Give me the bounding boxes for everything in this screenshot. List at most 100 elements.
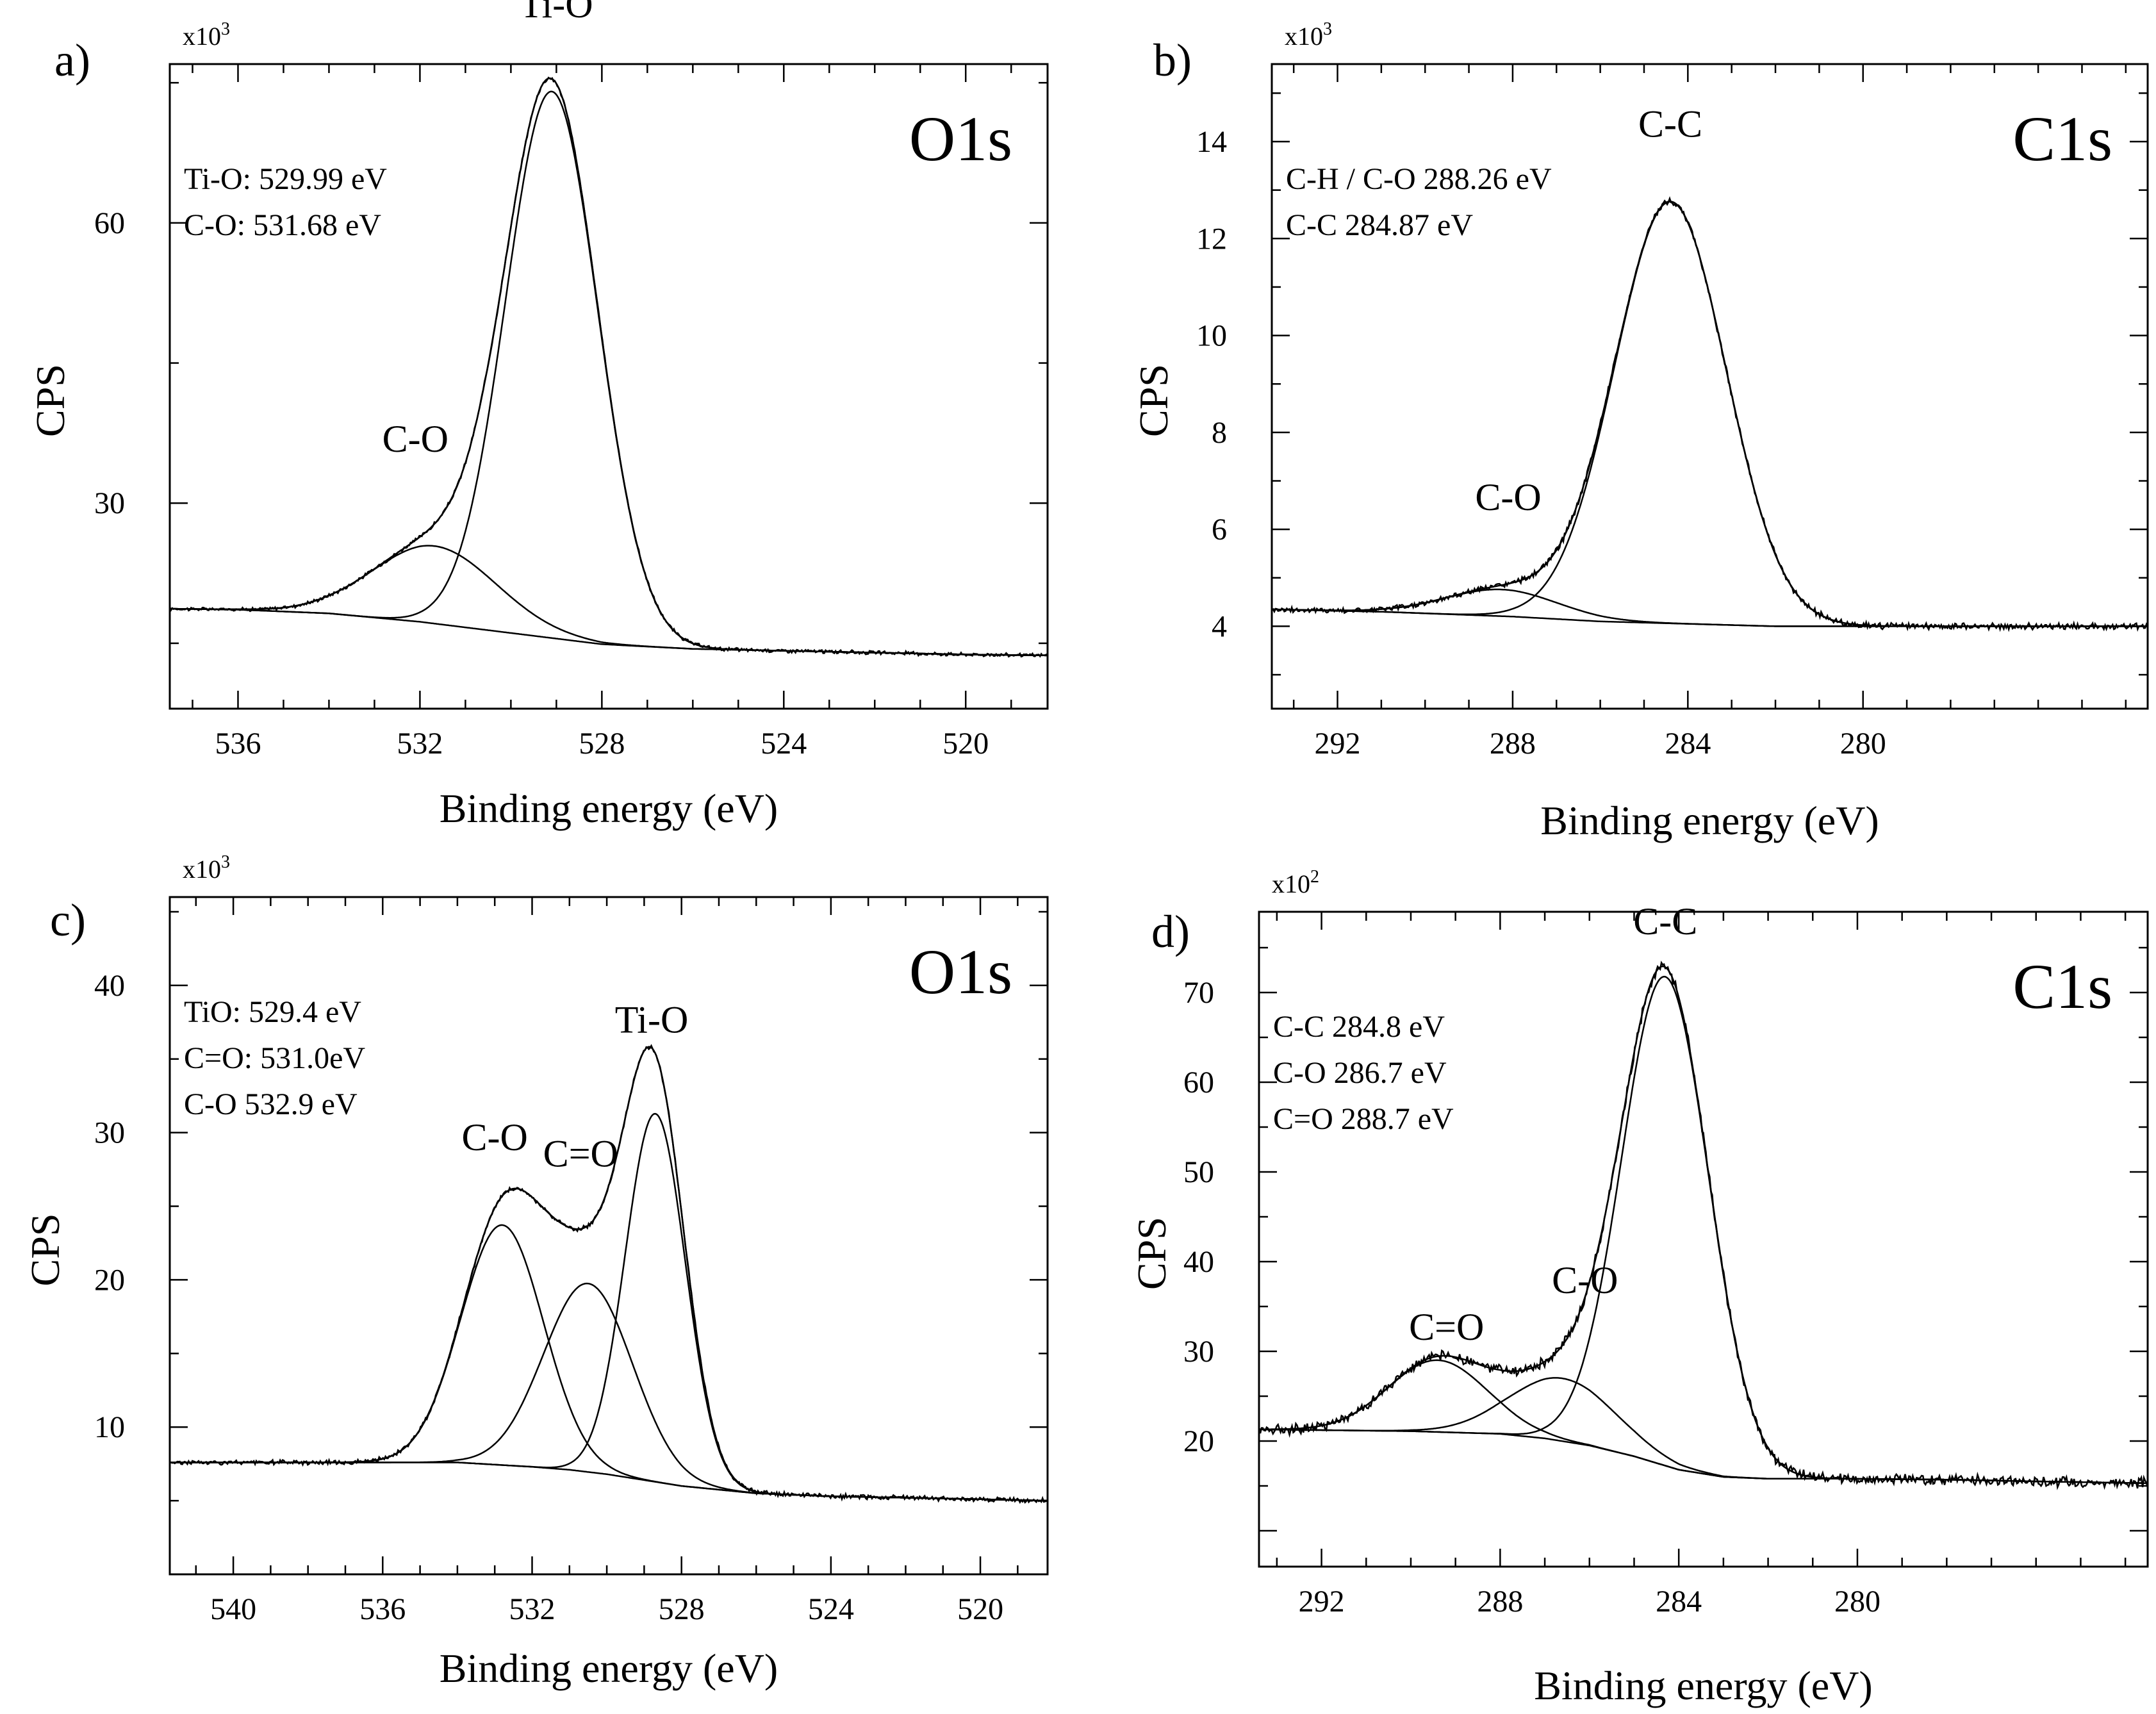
panel-title: O1s [909, 936, 1012, 1007]
multiplier-exponent: 3 [1323, 19, 1332, 39]
x-tick-label: 536 [359, 1592, 406, 1626]
fit-annotation: C-O 286.7 eV [1273, 1056, 1447, 1090]
x-tick-label: 532 [509, 1592, 555, 1626]
panel-d: 292 288 284 280 20 30 40 50 60 70 x102 Binding ener… [1129, 867, 2149, 1708]
y-tick-label: 8 [1212, 416, 1227, 450]
fit-annotation: C-O: 531.68 eV [184, 208, 381, 242]
y-tick-label: 20 [94, 1263, 125, 1297]
y-axis-label: CPS [22, 1214, 68, 1287]
measured-spectrum [170, 1044, 1048, 1504]
measured-spectrum [1259, 960, 2148, 1490]
x-tick-label: 292 [1299, 1585, 1345, 1619]
axis-multiplier: x103 [183, 19, 230, 51]
peak-label: C-O [383, 418, 448, 460]
panel-b: 292 288 284 280 4 6 8 10 12 14 x103 Binding energy … [1131, 19, 2149, 843]
peak-label: C=O [1409, 1306, 1484, 1348]
plot-frame [169, 896, 1049, 1576]
multiplier-base: x10 [183, 22, 221, 51]
x-tick-label: 524 [808, 1592, 854, 1626]
axis-multiplier: x103 [183, 852, 230, 884]
fit-annotation: C-H / C-O 288.26 eV [1286, 162, 1552, 196]
y-axis-label: CPS [1131, 364, 1176, 437]
y-tick-label: 12 [1196, 222, 1227, 256]
fit-annotation: C=O 288.7 eV [1273, 1102, 1454, 1136]
fit-annotation: TiO: 529.4 eV [184, 995, 361, 1029]
y-tick-label: 40 [1183, 1245, 1214, 1279]
x-tick-label: 540 [210, 1592, 256, 1626]
curve-group [1272, 196, 2148, 632]
x-tick-label: 532 [397, 727, 443, 761]
panel-title: O1s [909, 103, 1012, 174]
y-tick-label: 30 [94, 1116, 125, 1150]
x-tick-label: 520 [957, 1592, 1003, 1626]
multiplier-base: x10 [1285, 22, 1323, 51]
plot-frame [1258, 911, 2149, 1568]
fit-annotation: C=O: 531.0eV [184, 1041, 365, 1075]
y-tick-label: 20 [1183, 1424, 1214, 1458]
multiplier-exponent: 2 [1310, 867, 1319, 887]
multiplier-exponent: 3 [221, 852, 230, 872]
panel-c: 540 536 532 528 524 520 10 20 30 40 x103 Binding en… [22, 852, 1049, 1691]
peak-label: C-O [1552, 1259, 1618, 1301]
y-tick-label: 40 [94, 969, 125, 1003]
panel-a: 536 532 528 524 520 30 60 x103 Binding energy (e… [28, 0, 1049, 831]
plot-frame [169, 63, 1049, 710]
fit-annotation: C-C 284.87 eV [1286, 208, 1473, 242]
axis-multiplier: x103 [1285, 19, 1332, 51]
y-axis-label: CPS [28, 364, 73, 437]
fit-annotation: Ti-O: 529.99 eV [184, 162, 387, 196]
x-tick-label: 528 [659, 1592, 705, 1626]
peak-label: C-C [1638, 103, 1702, 145]
y-tick-label: 14 [1196, 125, 1227, 159]
multiplier-base: x10 [1272, 869, 1310, 898]
x-tick-label: 292 [1315, 727, 1361, 761]
panel-label: d) [1151, 906, 1190, 957]
multiplier-base: x10 [183, 855, 221, 884]
fit-annotation: C-C 284.8 eV [1273, 1010, 1445, 1044]
measured-spectrum [1272, 196, 2148, 632]
x-tick-label: 284 [1665, 727, 1711, 761]
fit-annotation: C-O 532.9 eV [184, 1087, 358, 1121]
peak-label: Ti-O [615, 998, 689, 1041]
panel-title: C1s [2012, 951, 2112, 1022]
x-tick-label: 528 [579, 727, 625, 761]
y-tick-label: 10 [1196, 319, 1227, 353]
curve-group [170, 1044, 1048, 1504]
multiplier-exponent: 3 [221, 19, 230, 39]
y-tick-label: 4 [1212, 609, 1227, 643]
y-tick-label: 6 [1212, 513, 1227, 547]
x-tick-label: 288 [1490, 727, 1536, 761]
panel-label: a) [54, 35, 90, 86]
peak-label: C-C [1633, 900, 1697, 943]
x-tick-label: 280 [1834, 1585, 1880, 1619]
x-axis-label: Binding energy (eV) [440, 786, 778, 831]
peak-label: Ti-O [520, 0, 593, 26]
x-tick-label: 284 [1656, 1585, 1702, 1619]
x-tick-label: 288 [1477, 1585, 1523, 1619]
y-tick-label: 70 [1183, 976, 1214, 1010]
peak-label: C=O [543, 1133, 618, 1175]
x-tick-label: 524 [761, 727, 807, 761]
panel-title: C1s [2012, 103, 2112, 174]
plot-frame [1271, 63, 2149, 710]
y-axis-label: CPS [1129, 1217, 1174, 1290]
panel-label: c) [50, 894, 86, 946]
peak-label: C-O [1475, 476, 1541, 518]
x-axis-label: Binding energy (eV) [1534, 1663, 1872, 1708]
x-axis-label: Binding energy (eV) [440, 1645, 778, 1691]
axis-multiplier: x102 [1272, 867, 1319, 898]
y-tick-label: 60 [94, 206, 125, 240]
x-tick-label: 536 [215, 727, 261, 761]
y-tick-label: 10 [94, 1410, 125, 1444]
y-tick-label: 60 [1183, 1066, 1214, 1100]
panel-label: b) [1153, 35, 1192, 86]
curve-group [170, 76, 1048, 658]
y-tick-label: 30 [1183, 1335, 1214, 1369]
x-axis-label: Binding energy (eV) [1540, 798, 1879, 843]
y-tick-label: 50 [1183, 1155, 1214, 1189]
peak-label: C-O [462, 1116, 528, 1158]
curve-group [1259, 960, 2148, 1490]
x-tick-label: 520 [942, 727, 989, 761]
y-tick-label: 30 [94, 486, 125, 520]
